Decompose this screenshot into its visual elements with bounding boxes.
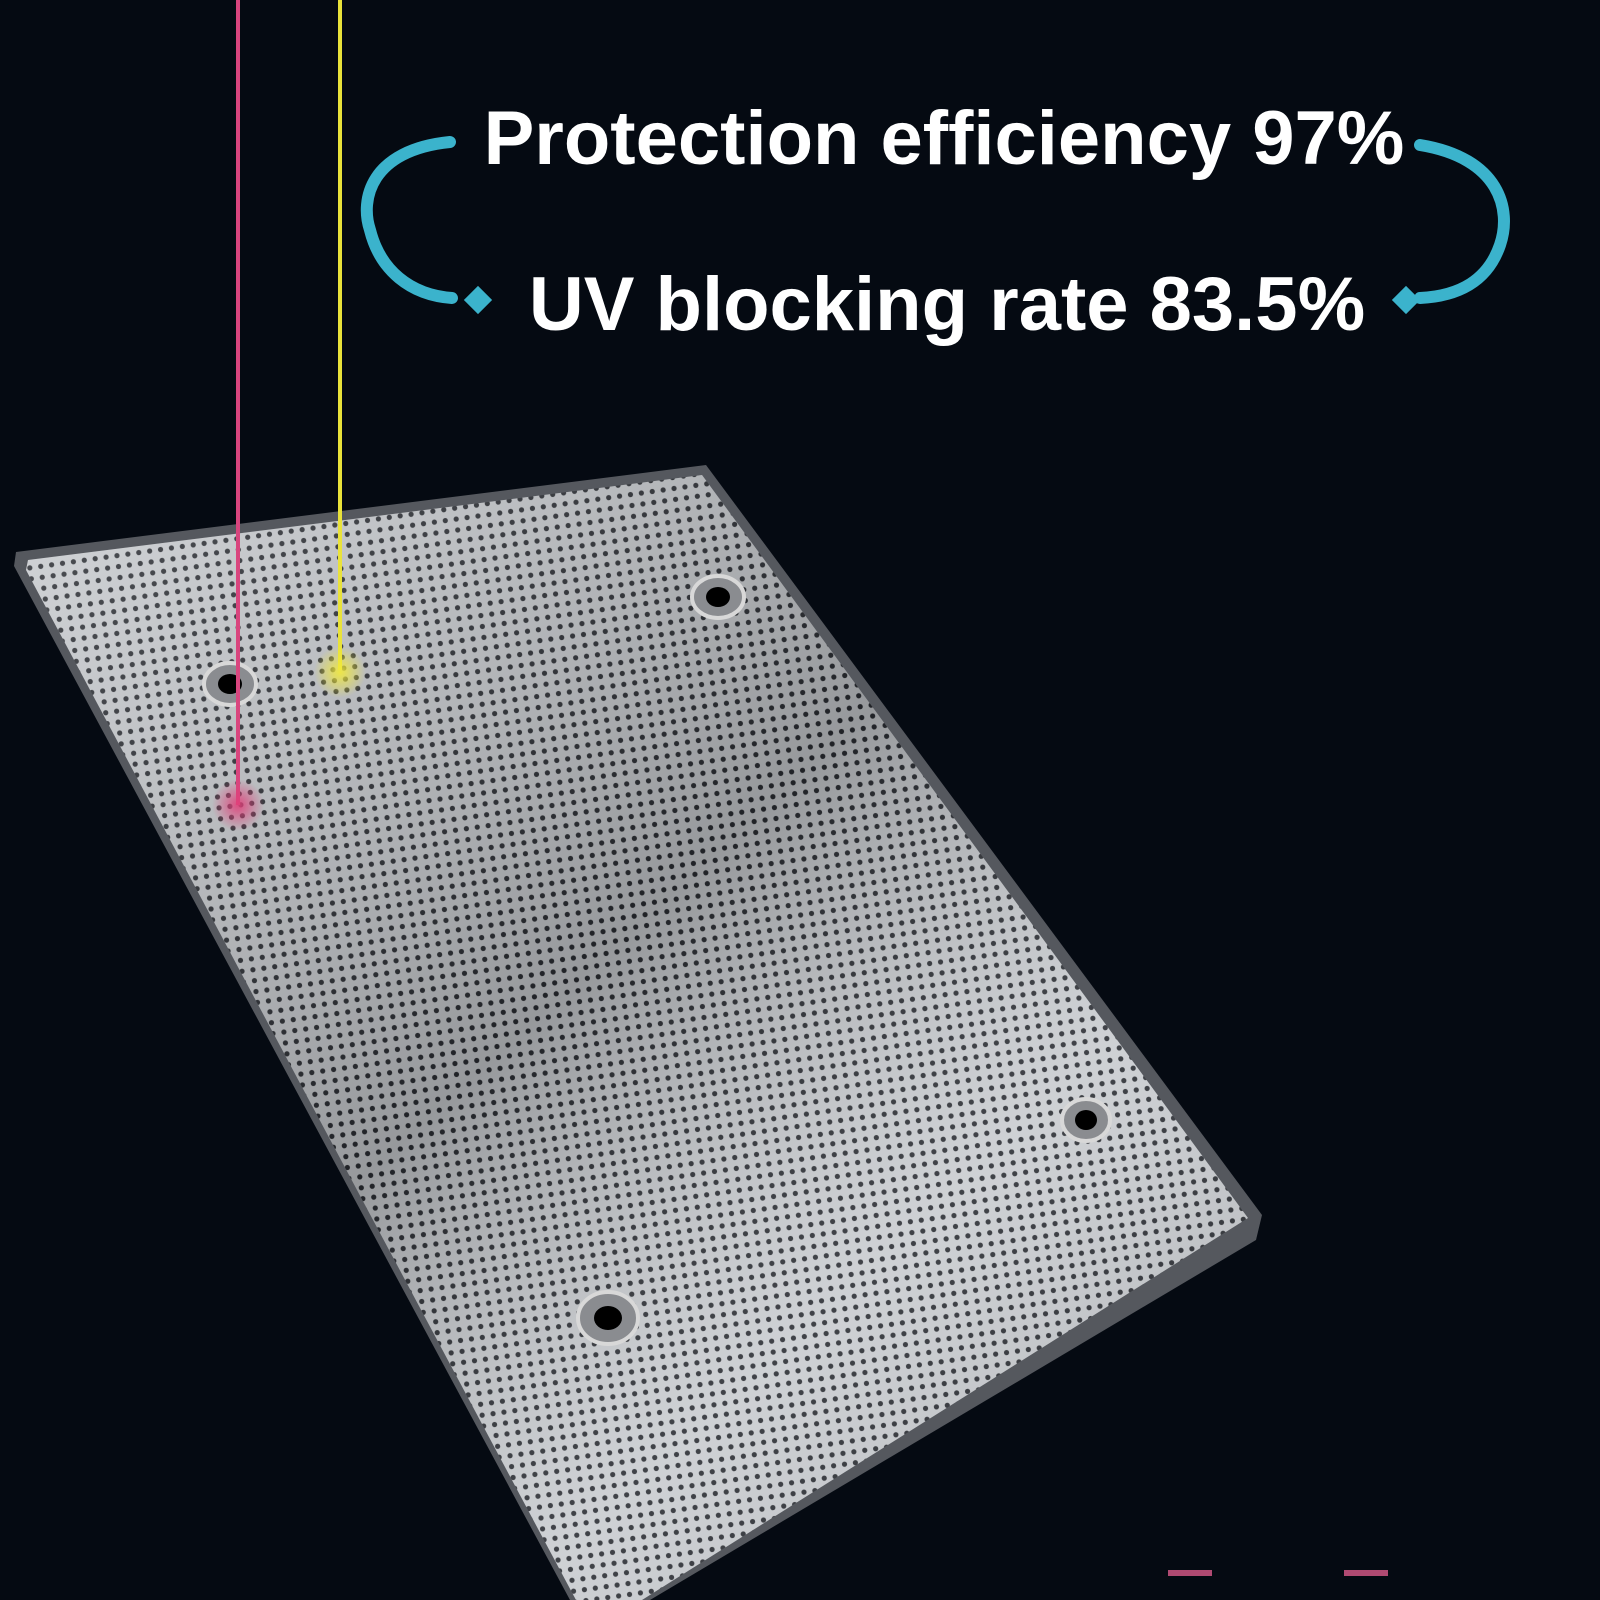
accent-dash — [1168, 1570, 1212, 1576]
headline-bracket — [360, 136, 1510, 304]
headline-line-1: Protection efficiency 97% — [484, 96, 1405, 181]
headline-line-2: UV blocking rate 83.5% — [529, 262, 1365, 347]
left-diamond — [463, 285, 493, 315]
grommet-hole — [1075, 1110, 1097, 1130]
grommet-holes — [218, 587, 1097, 1330]
left-bracket — [360, 136, 458, 304]
pink-pointer-dot — [212, 779, 264, 831]
yellow-pointer-dot — [314, 646, 366, 698]
sunshade-sheet — [14, 465, 1262, 1600]
sheet-sheen — [26, 475, 1248, 1600]
grommets — [202, 574, 1112, 1346]
accent-dash — [1344, 1570, 1388, 1576]
grommet-hole — [706, 587, 730, 607]
grommet-hole — [594, 1306, 622, 1330]
right-bracket — [1414, 139, 1510, 304]
right-diamond — [1391, 285, 1421, 315]
